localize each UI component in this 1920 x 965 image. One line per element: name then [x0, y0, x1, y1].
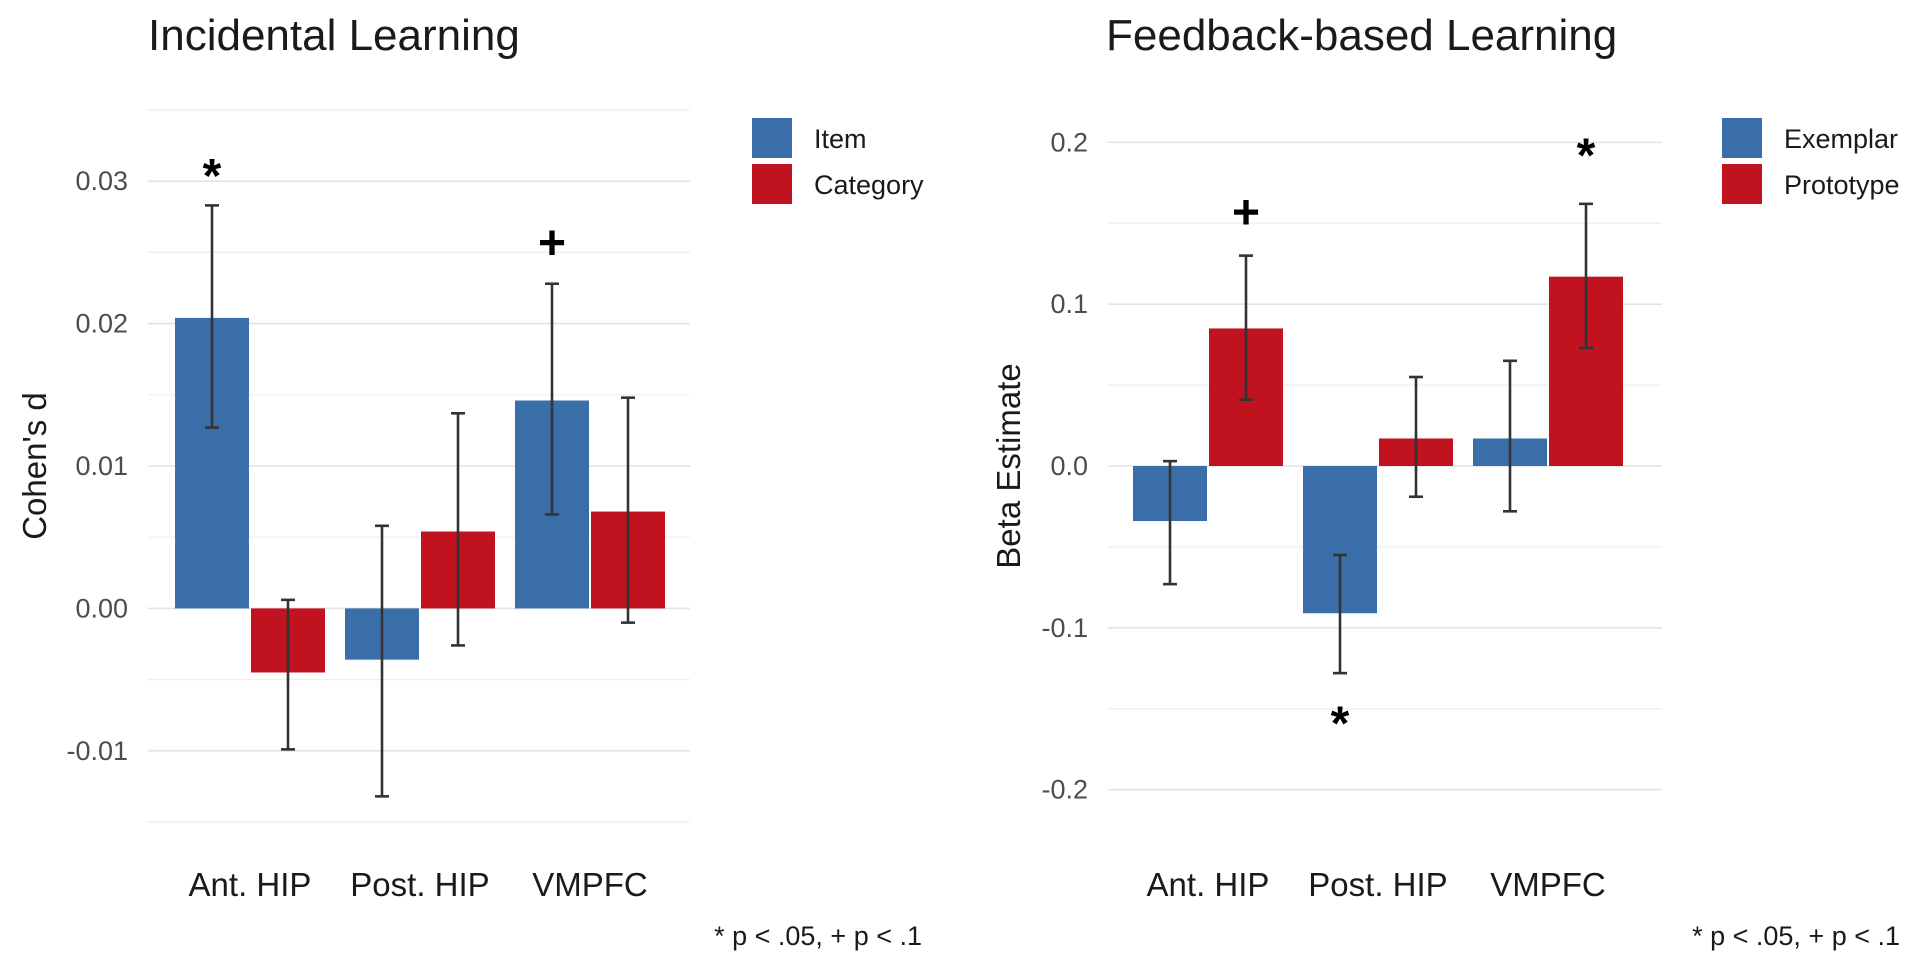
y-tick-label: -0.1: [1041, 613, 1088, 643]
chart-title: Incidental Learning: [148, 11, 520, 60]
significance-marker: +: [538, 217, 566, 270]
x-tick-label: Ant. HIP: [189, 866, 312, 903]
error-bar: [205, 204, 219, 429]
error-bar: [1579, 202, 1593, 350]
y-axis-label: Cohen's d: [16, 392, 53, 540]
y-tick-label: 0.00: [75, 593, 128, 623]
error-bar: [1333, 553, 1347, 675]
error-bar: [1409, 375, 1423, 499]
chart-panel-2: -0.2 -0.1 0.0 0.1 0.2 Feedback-based Learning…: [990, 11, 1900, 951]
legend-swatch: [752, 164, 792, 204]
error-bar: [1503, 359, 1517, 513]
legend: Item Category: [752, 118, 924, 204]
legend-label: Category: [814, 170, 924, 200]
y-tick-label: -0.2: [1041, 775, 1088, 805]
significance-marker: *: [203, 150, 222, 203]
legend-swatch: [1722, 118, 1762, 158]
y-tick-label: 0.1: [1050, 289, 1088, 319]
error-bar: [545, 282, 559, 516]
x-tick-label: Ant. HIP: [1147, 866, 1270, 903]
chart-panel-1: -0.01 0.00 0.01 0.02 0.03 Incidental Learning…: [16, 11, 924, 951]
y-tick-label: 0.02: [75, 309, 128, 339]
significance-marker: +: [1232, 186, 1260, 239]
legend: Exemplar Prototype: [1722, 118, 1900, 204]
legend-label: Item: [814, 124, 867, 154]
y-tick-label: 0.0: [1050, 451, 1088, 481]
y-axis-label: Beta Estimate: [990, 363, 1027, 568]
significance-footnote: * p < .05, + p < .1: [714, 921, 922, 951]
x-tick-label: VMPFC: [1490, 866, 1606, 903]
error-bar: [1239, 254, 1253, 401]
x-tick-label: VMPFC: [532, 866, 648, 903]
bars: [175, 204, 665, 798]
x-tick-label: Post. HIP: [350, 866, 489, 903]
y-tick-label: 0.2: [1050, 127, 1088, 157]
bars: [1133, 202, 1623, 675]
error-bar: [281, 598, 295, 751]
y-tick-label: 0.03: [75, 166, 128, 196]
error-bar: [375, 524, 389, 798]
error-bar: [621, 396, 635, 624]
legend-swatch: [1722, 164, 1762, 204]
y-tick-label: 0.01: [75, 451, 128, 481]
x-tick-label: Post. HIP: [1308, 866, 1447, 903]
significance-footnote: * p < .05, + p < .1: [1692, 921, 1900, 951]
error-bar: [451, 412, 465, 647]
significance-marker: *: [1577, 130, 1596, 183]
chart-title: Feedback-based Learning: [1106, 11, 1617, 60]
y-tick-label: -0.01: [66, 736, 128, 766]
significance-marker: *: [1331, 698, 1350, 751]
legend-label: Exemplar: [1784, 124, 1898, 154]
legend-label: Prototype: [1784, 170, 1900, 200]
error-bar: [1163, 459, 1177, 586]
legend-swatch: [752, 118, 792, 158]
